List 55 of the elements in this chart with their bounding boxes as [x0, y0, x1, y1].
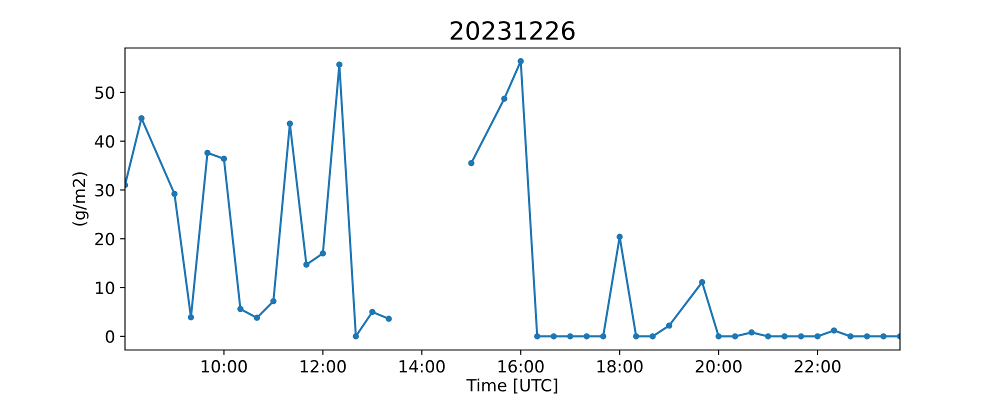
point — [616, 234, 623, 240]
point — [633, 333, 640, 340]
point — [550, 333, 557, 340]
point — [286, 120, 293, 127]
x-tick-label: 18:00 — [597, 360, 643, 373]
point — [534, 333, 540, 340]
y-tick-label: 50 — [95, 86, 114, 99]
point — [830, 327, 838, 334]
point — [650, 333, 656, 340]
point — [567, 333, 574, 340]
point — [814, 333, 821, 340]
point — [303, 261, 310, 268]
x-tick-label: 12:00 — [300, 360, 346, 373]
point — [352, 333, 359, 340]
point — [270, 298, 277, 304]
y-axis-title: (g/m2) — [72, 172, 89, 226]
point — [171, 190, 178, 198]
point — [699, 279, 706, 286]
point — [715, 333, 722, 340]
point — [584, 333, 590, 340]
point — [748, 329, 755, 336]
point — [864, 333, 870, 340]
point — [254, 314, 260, 321]
x-tick-label: 20:00 — [696, 360, 742, 373]
point — [468, 160, 474, 166]
y-tick-label: 20 — [95, 232, 114, 246]
point — [237, 306, 244, 312]
point — [369, 308, 376, 316]
point — [138, 115, 145, 122]
point — [336, 61, 342, 68]
point — [764, 333, 772, 340]
x-tick-label: 10:00 — [202, 360, 247, 373]
point — [847, 333, 854, 340]
point — [880, 333, 887, 340]
point — [220, 156, 228, 162]
y-tick-label: 0 — [106, 330, 114, 343]
y-tick-label: 10 — [96, 282, 114, 294]
x-tick-label: 22:00 — [794, 360, 840, 373]
point — [518, 58, 524, 64]
point — [600, 333, 606, 340]
point — [666, 322, 672, 329]
point — [501, 96, 508, 102]
y-tick-label: 40 — [94, 135, 114, 148]
x-tick-label: 16:00 — [498, 360, 544, 373]
point — [320, 250, 326, 257]
point — [798, 333, 804, 340]
x-tick-label: 14:00 — [400, 360, 445, 373]
point — [386, 316, 392, 322]
chart-title: 20231226 — [450, 21, 575, 40]
x-axis-title: Time [UTC] — [466, 378, 558, 394]
point — [781, 333, 788, 340]
y-tick-label: 30 — [95, 184, 114, 197]
point — [204, 150, 211, 156]
point — [732, 333, 738, 340]
point — [188, 314, 194, 320]
